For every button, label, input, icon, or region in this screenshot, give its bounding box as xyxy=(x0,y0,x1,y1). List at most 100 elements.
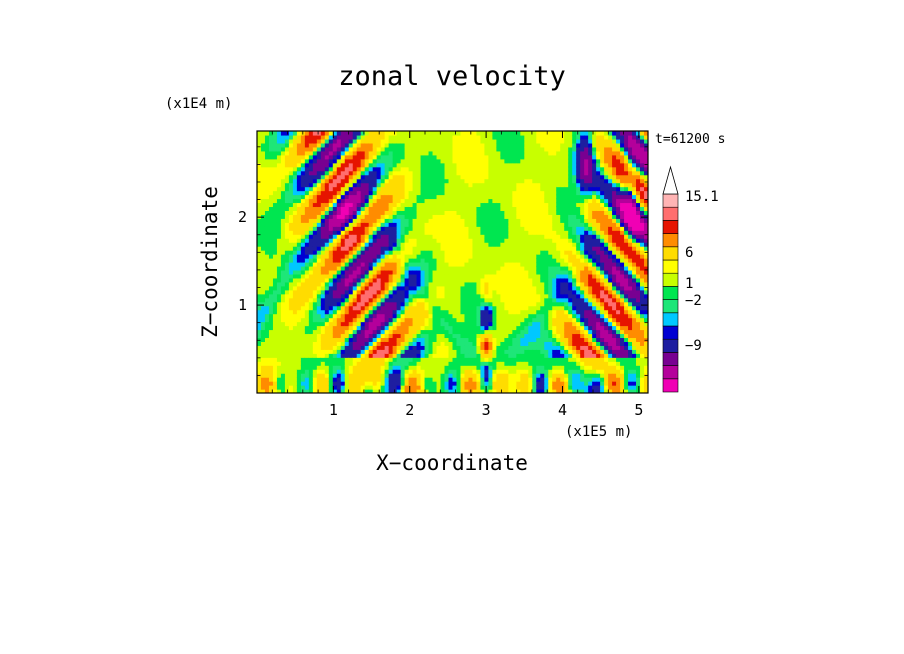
field-cell xyxy=(536,265,541,271)
field-cell xyxy=(420,333,426,339)
field-cell xyxy=(364,178,370,184)
field-cell xyxy=(520,333,525,339)
field-cell xyxy=(404,377,410,382)
field-cell xyxy=(360,238,366,243)
field-cell xyxy=(368,293,374,299)
field-cell xyxy=(380,301,386,307)
field-cell xyxy=(368,178,374,184)
field-cell xyxy=(428,285,434,291)
field-cell xyxy=(476,258,482,263)
field-cell xyxy=(284,138,290,144)
field-cell xyxy=(396,198,402,204)
field-cell xyxy=(272,186,278,192)
field-cell xyxy=(352,385,358,390)
field-cell xyxy=(316,285,322,291)
field-cell xyxy=(304,131,310,136)
field-cell xyxy=(496,218,501,223)
field-cell xyxy=(300,365,306,370)
field-cell xyxy=(364,269,370,275)
field-cell xyxy=(528,246,533,251)
field-cell xyxy=(364,301,370,307)
field-cell xyxy=(440,262,446,267)
field-cell xyxy=(284,210,290,215)
field-cell xyxy=(504,131,509,136)
field-cell xyxy=(392,210,398,215)
field-cell xyxy=(456,146,462,152)
field-cell xyxy=(488,357,493,362)
field-cell xyxy=(356,134,362,140)
field-cell xyxy=(352,258,358,263)
field-cell xyxy=(264,377,270,382)
field-cell xyxy=(532,345,537,350)
field-cell xyxy=(524,238,529,243)
field-cell xyxy=(508,206,513,211)
field-cell xyxy=(456,190,462,196)
field-cell xyxy=(500,269,505,275)
field-cell xyxy=(516,178,521,184)
field-cell xyxy=(504,154,509,160)
field-cell xyxy=(320,381,326,386)
field-cell xyxy=(384,317,390,323)
field-cell xyxy=(276,337,282,342)
field-cell xyxy=(524,317,529,323)
field-cell xyxy=(436,242,442,247)
field-cell xyxy=(408,309,414,315)
field-cell xyxy=(472,285,478,291)
field-cell xyxy=(532,206,537,211)
field-cell xyxy=(532,258,537,263)
field-cell xyxy=(260,313,266,319)
field-cell xyxy=(348,377,354,382)
field-cell xyxy=(556,285,561,291)
field-cell xyxy=(556,365,561,370)
field-cell xyxy=(520,377,525,382)
field-cell xyxy=(468,341,474,346)
field-cell xyxy=(548,285,553,291)
field-cell xyxy=(292,289,298,295)
field-cell xyxy=(504,325,509,331)
field-cell xyxy=(296,226,302,231)
field-cell xyxy=(536,150,541,156)
field-cell xyxy=(348,202,354,208)
field-cell xyxy=(376,281,382,287)
field-cell xyxy=(368,337,374,342)
field-cell xyxy=(468,293,474,299)
field-cell xyxy=(476,269,482,275)
field-cell xyxy=(380,385,386,390)
field-cell xyxy=(348,381,354,386)
field-cell xyxy=(257,357,262,362)
field-cell xyxy=(512,166,517,172)
field-cell xyxy=(408,206,414,211)
field-cell xyxy=(536,309,541,315)
field-cell xyxy=(316,357,322,362)
field-cell xyxy=(304,345,310,350)
field-cell xyxy=(360,230,366,235)
field-cell xyxy=(472,131,478,136)
field-cell xyxy=(412,389,418,393)
field-cell xyxy=(312,182,318,188)
field-cell xyxy=(384,357,390,362)
field-cell xyxy=(392,198,398,204)
field-cell xyxy=(300,178,306,184)
field-cell xyxy=(492,317,497,323)
field-cell xyxy=(356,309,362,315)
field-cell xyxy=(508,329,513,335)
field-cell xyxy=(520,246,525,251)
field-cell xyxy=(328,162,334,168)
field-cell xyxy=(436,210,442,215)
field-cell xyxy=(284,301,290,307)
field-cell xyxy=(388,285,394,291)
field-cell xyxy=(472,273,478,279)
field-cell xyxy=(288,246,294,251)
field-cell xyxy=(452,309,458,315)
field-cell xyxy=(360,218,366,223)
field-cell xyxy=(292,381,298,386)
field-cell xyxy=(452,234,458,239)
field-cell xyxy=(280,234,286,239)
field-cell xyxy=(504,198,509,204)
field-cell xyxy=(264,262,270,267)
field-cell xyxy=(268,206,274,211)
field-cell xyxy=(436,154,442,160)
field-cell xyxy=(400,218,406,223)
field-cell xyxy=(548,361,553,366)
field-cell xyxy=(388,321,394,327)
